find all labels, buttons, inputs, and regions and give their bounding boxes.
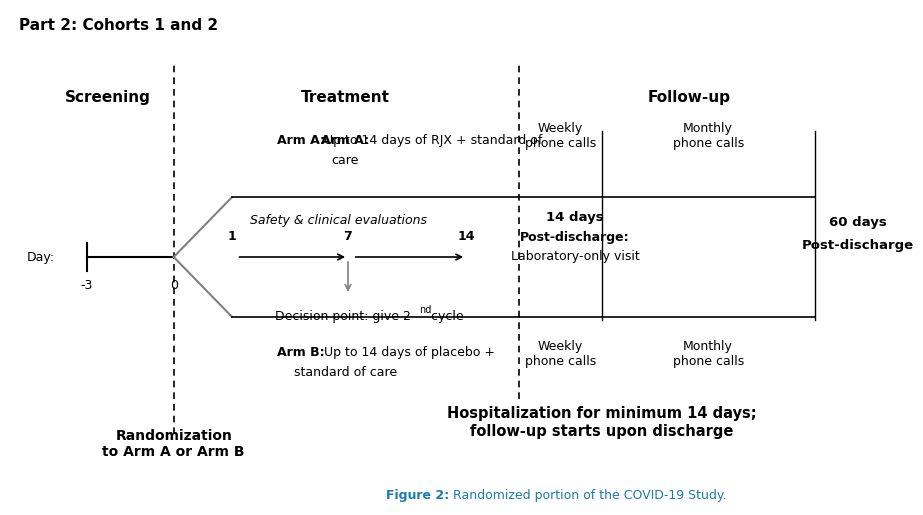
Text: Decision point: give 2: Decision point: give 2	[275, 310, 412, 323]
Text: Day:: Day:	[27, 250, 54, 264]
Text: 0: 0	[170, 279, 178, 292]
Text: cycle: cycle	[427, 310, 464, 323]
Text: 7: 7	[343, 230, 353, 243]
Text: 60 days: 60 days	[830, 216, 887, 229]
Text: Arm A:: Arm A:	[321, 134, 369, 147]
Text: -3: -3	[80, 279, 93, 292]
Text: Monthly
phone calls: Monthly phone calls	[673, 340, 744, 368]
Text: Up to 14 days of placebo +: Up to 14 days of placebo +	[320, 346, 495, 359]
Text: Treatment: Treatment	[301, 90, 390, 106]
Text: Post-discharge: Post-discharge	[802, 238, 915, 251]
Text: Monthly
phone calls: Monthly phone calls	[673, 122, 744, 150]
Text: Screening: Screening	[65, 90, 150, 106]
Text: Weekly
phone calls: Weekly phone calls	[525, 340, 596, 368]
Text: 14: 14	[458, 230, 474, 243]
Text: 14 days: 14 days	[546, 211, 604, 224]
Text: Randomization
to Arm A or Arm B: Randomization to Arm A or Arm B	[102, 429, 245, 459]
Text: Post-discharge:: Post-discharge:	[521, 231, 629, 244]
Text: standard of care: standard of care	[294, 366, 397, 379]
Text: Safety & clinical evaluations: Safety & clinical evaluations	[250, 214, 426, 227]
Text: 1: 1	[227, 230, 236, 243]
Text: Arm B:: Arm B:	[277, 346, 325, 359]
Text: care: care	[331, 154, 359, 167]
Text: Up to 14 days of RJX + standard of: Up to 14 days of RJX + standard of	[320, 134, 543, 147]
Text: Randomized portion of the COVID-19 Study.: Randomized portion of the COVID-19 Study…	[449, 489, 726, 502]
Text: Follow-up: Follow-up	[647, 90, 730, 106]
Text: Arm A:: Arm A:	[277, 134, 325, 147]
Text: Laboratory-only visit: Laboratory-only visit	[510, 249, 640, 263]
Text: Weekly
phone calls: Weekly phone calls	[525, 122, 596, 150]
Text: Part 2: Cohorts 1 and 2: Part 2: Cohorts 1 and 2	[18, 19, 218, 33]
Text: Hospitalization for minimum 14 days;
follow-up starts upon discharge: Hospitalization for minimum 14 days; fol…	[447, 406, 757, 439]
Text: Figure 2:: Figure 2:	[386, 489, 449, 502]
Text: nd: nd	[419, 305, 431, 315]
